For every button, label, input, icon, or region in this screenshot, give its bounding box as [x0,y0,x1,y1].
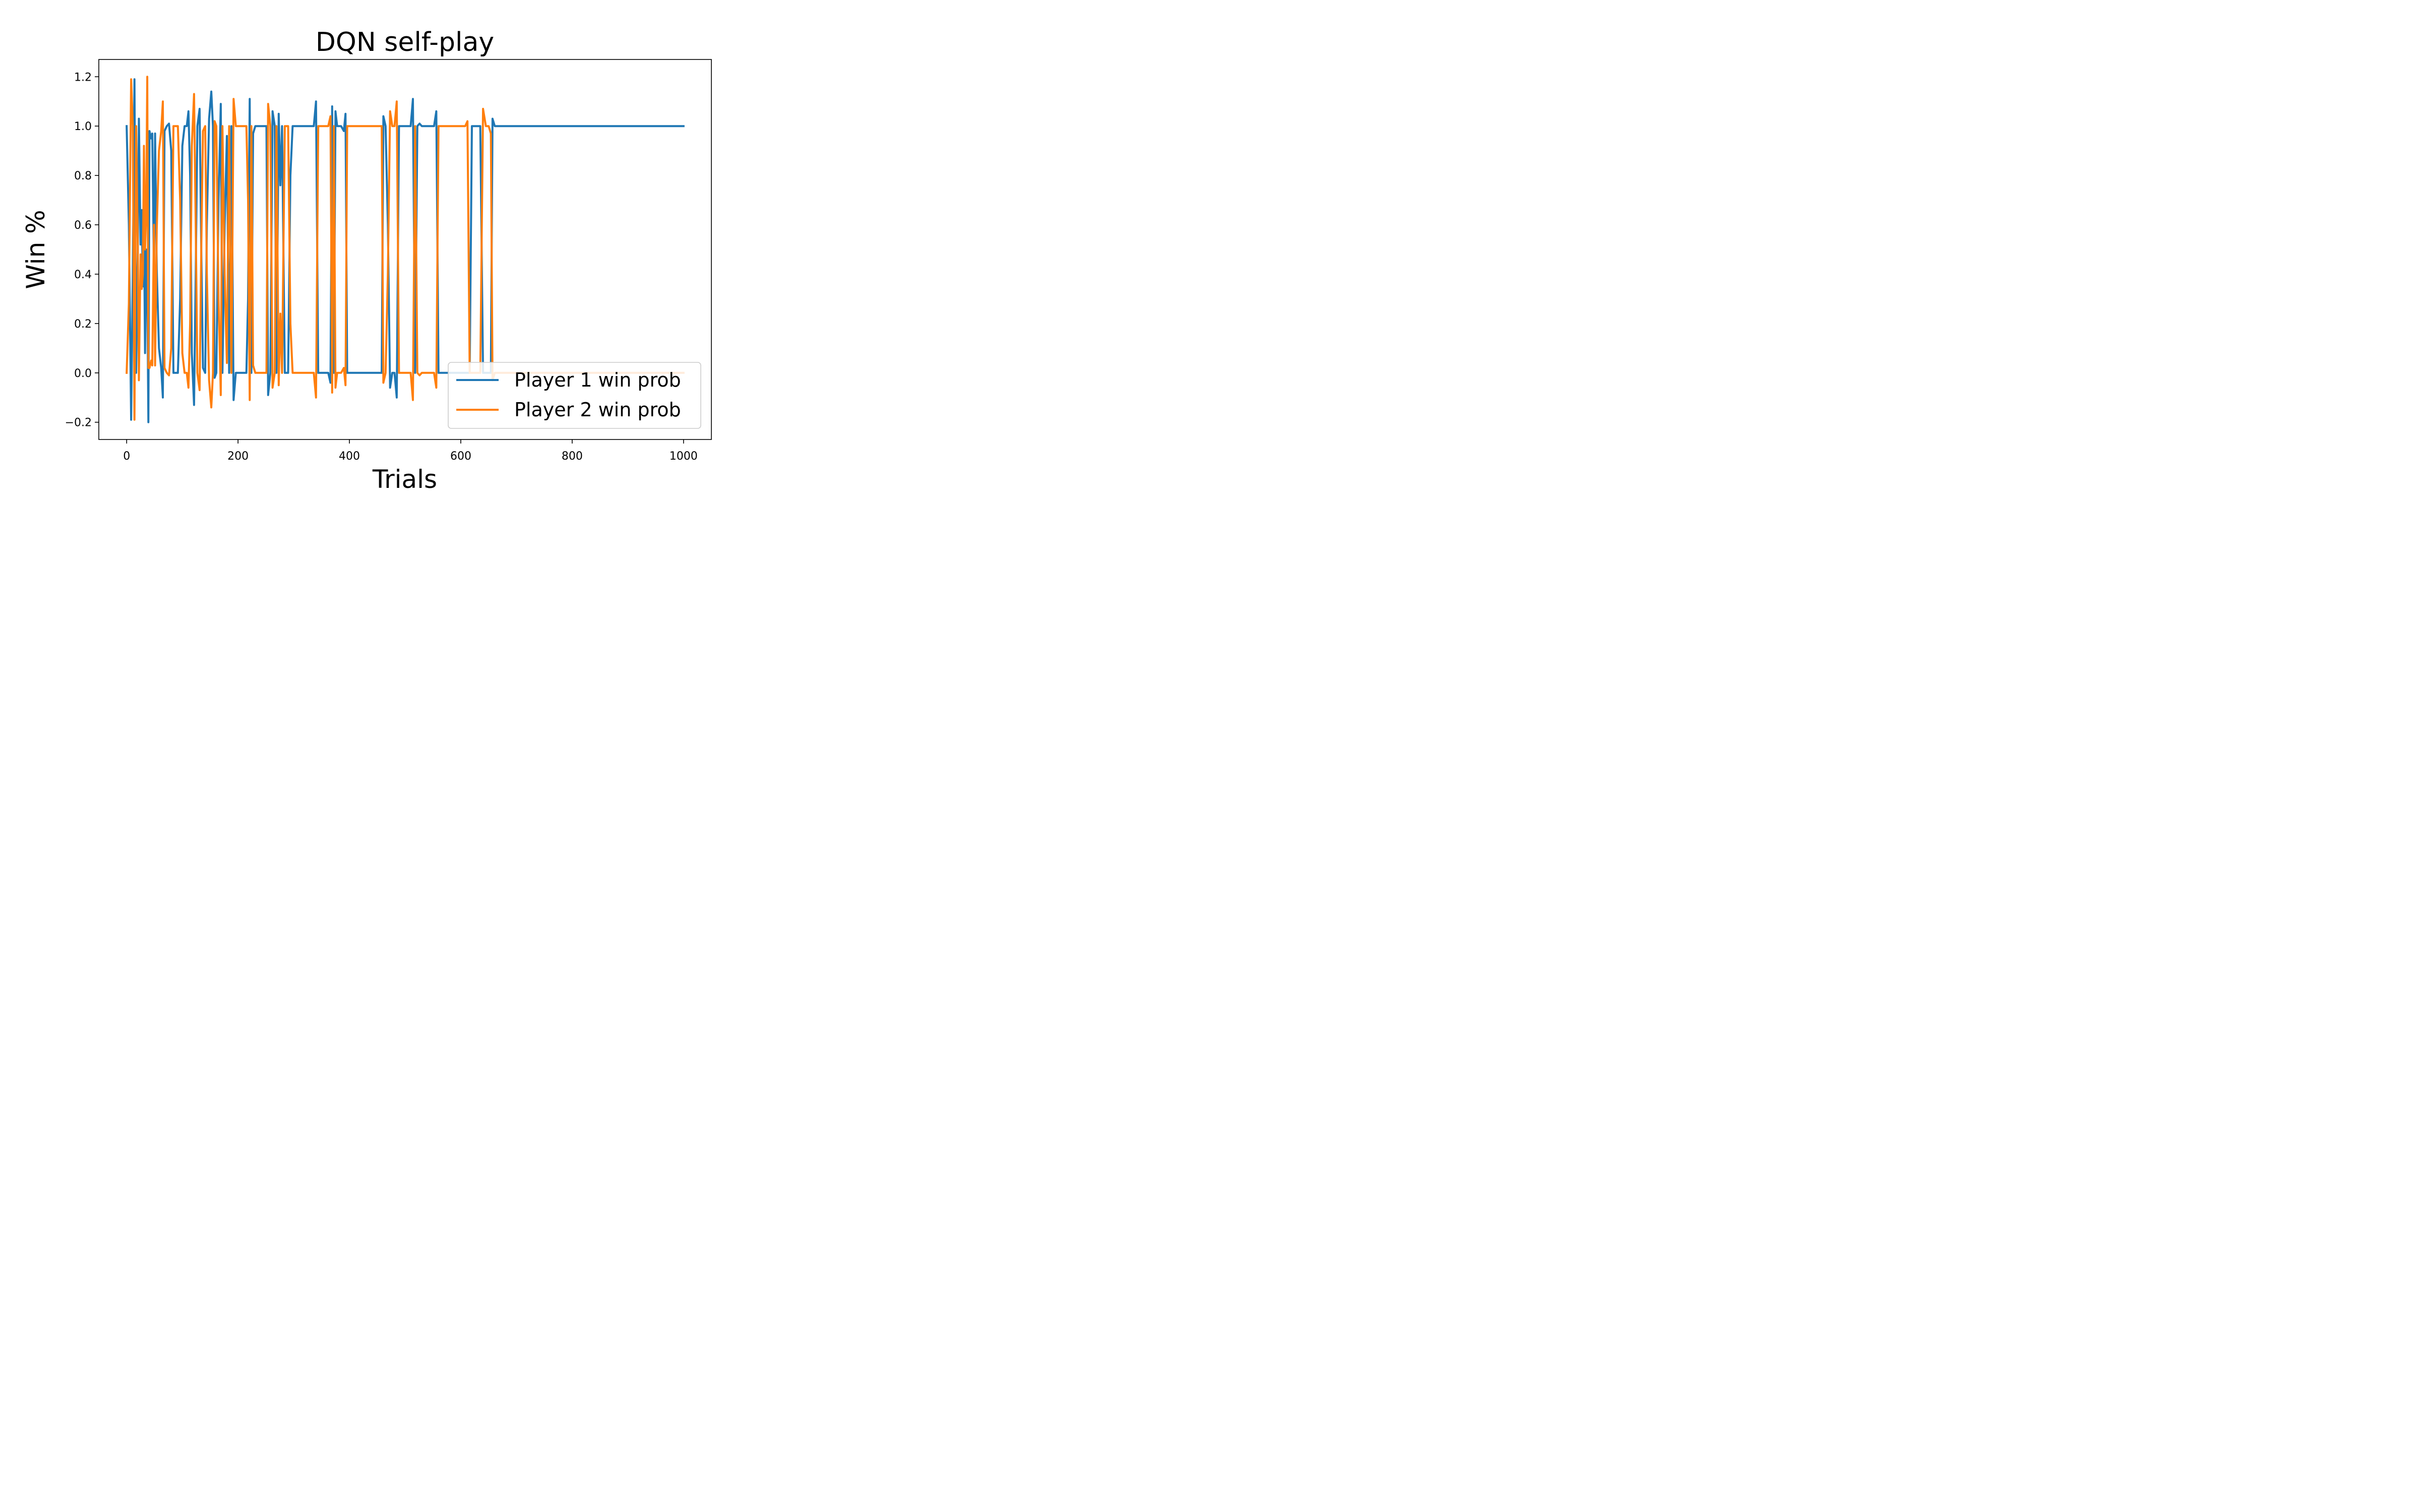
legend: Player 1 win prob Player 2 win prob [448,362,701,429]
x-tick-label: 600 [450,450,471,463]
y-tick-label: 0.6 [74,219,92,232]
y-tick-label: 0.4 [74,269,92,281]
y-tick-label: 1.2 [74,71,92,84]
y-tick-label: −0.2 [65,417,92,429]
series-line-2 [126,76,685,421]
line-chart: DQN self-play 0 200 400 600 800 1000 −0.2 0.0 0… [21,27,712,491]
y-tick-label: 0.2 [74,318,92,331]
x-axis: 0 200 400 600 800 1000 [123,439,698,463]
y-tick-label: 0.8 [74,170,92,182]
x-tick-label: 800 [562,450,583,463]
x-tick-label: 0 [123,450,130,463]
y-tick-label: 1.0 [74,120,92,133]
legend-label-2: Player 2 win prob [514,399,681,421]
series-layer [126,76,685,423]
legend-label-1: Player 1 win prob [514,369,681,391]
x-tick-label: 400 [339,450,360,463]
chart-title: DQN self-play [316,27,494,57]
legend-box [448,362,701,429]
x-tick-label: 1000 [670,450,698,463]
plot-area-frame [98,59,712,440]
y-axis: −0.2 0.0 0.2 0.4 0.6 0.8 1.0 1.2 [65,71,99,429]
y-tick-label: 0.0 [74,367,92,380]
y-axis-label: Win % [21,210,50,289]
x-axis-label: Trials [372,465,437,491]
x-tick-label: 200 [227,450,249,463]
